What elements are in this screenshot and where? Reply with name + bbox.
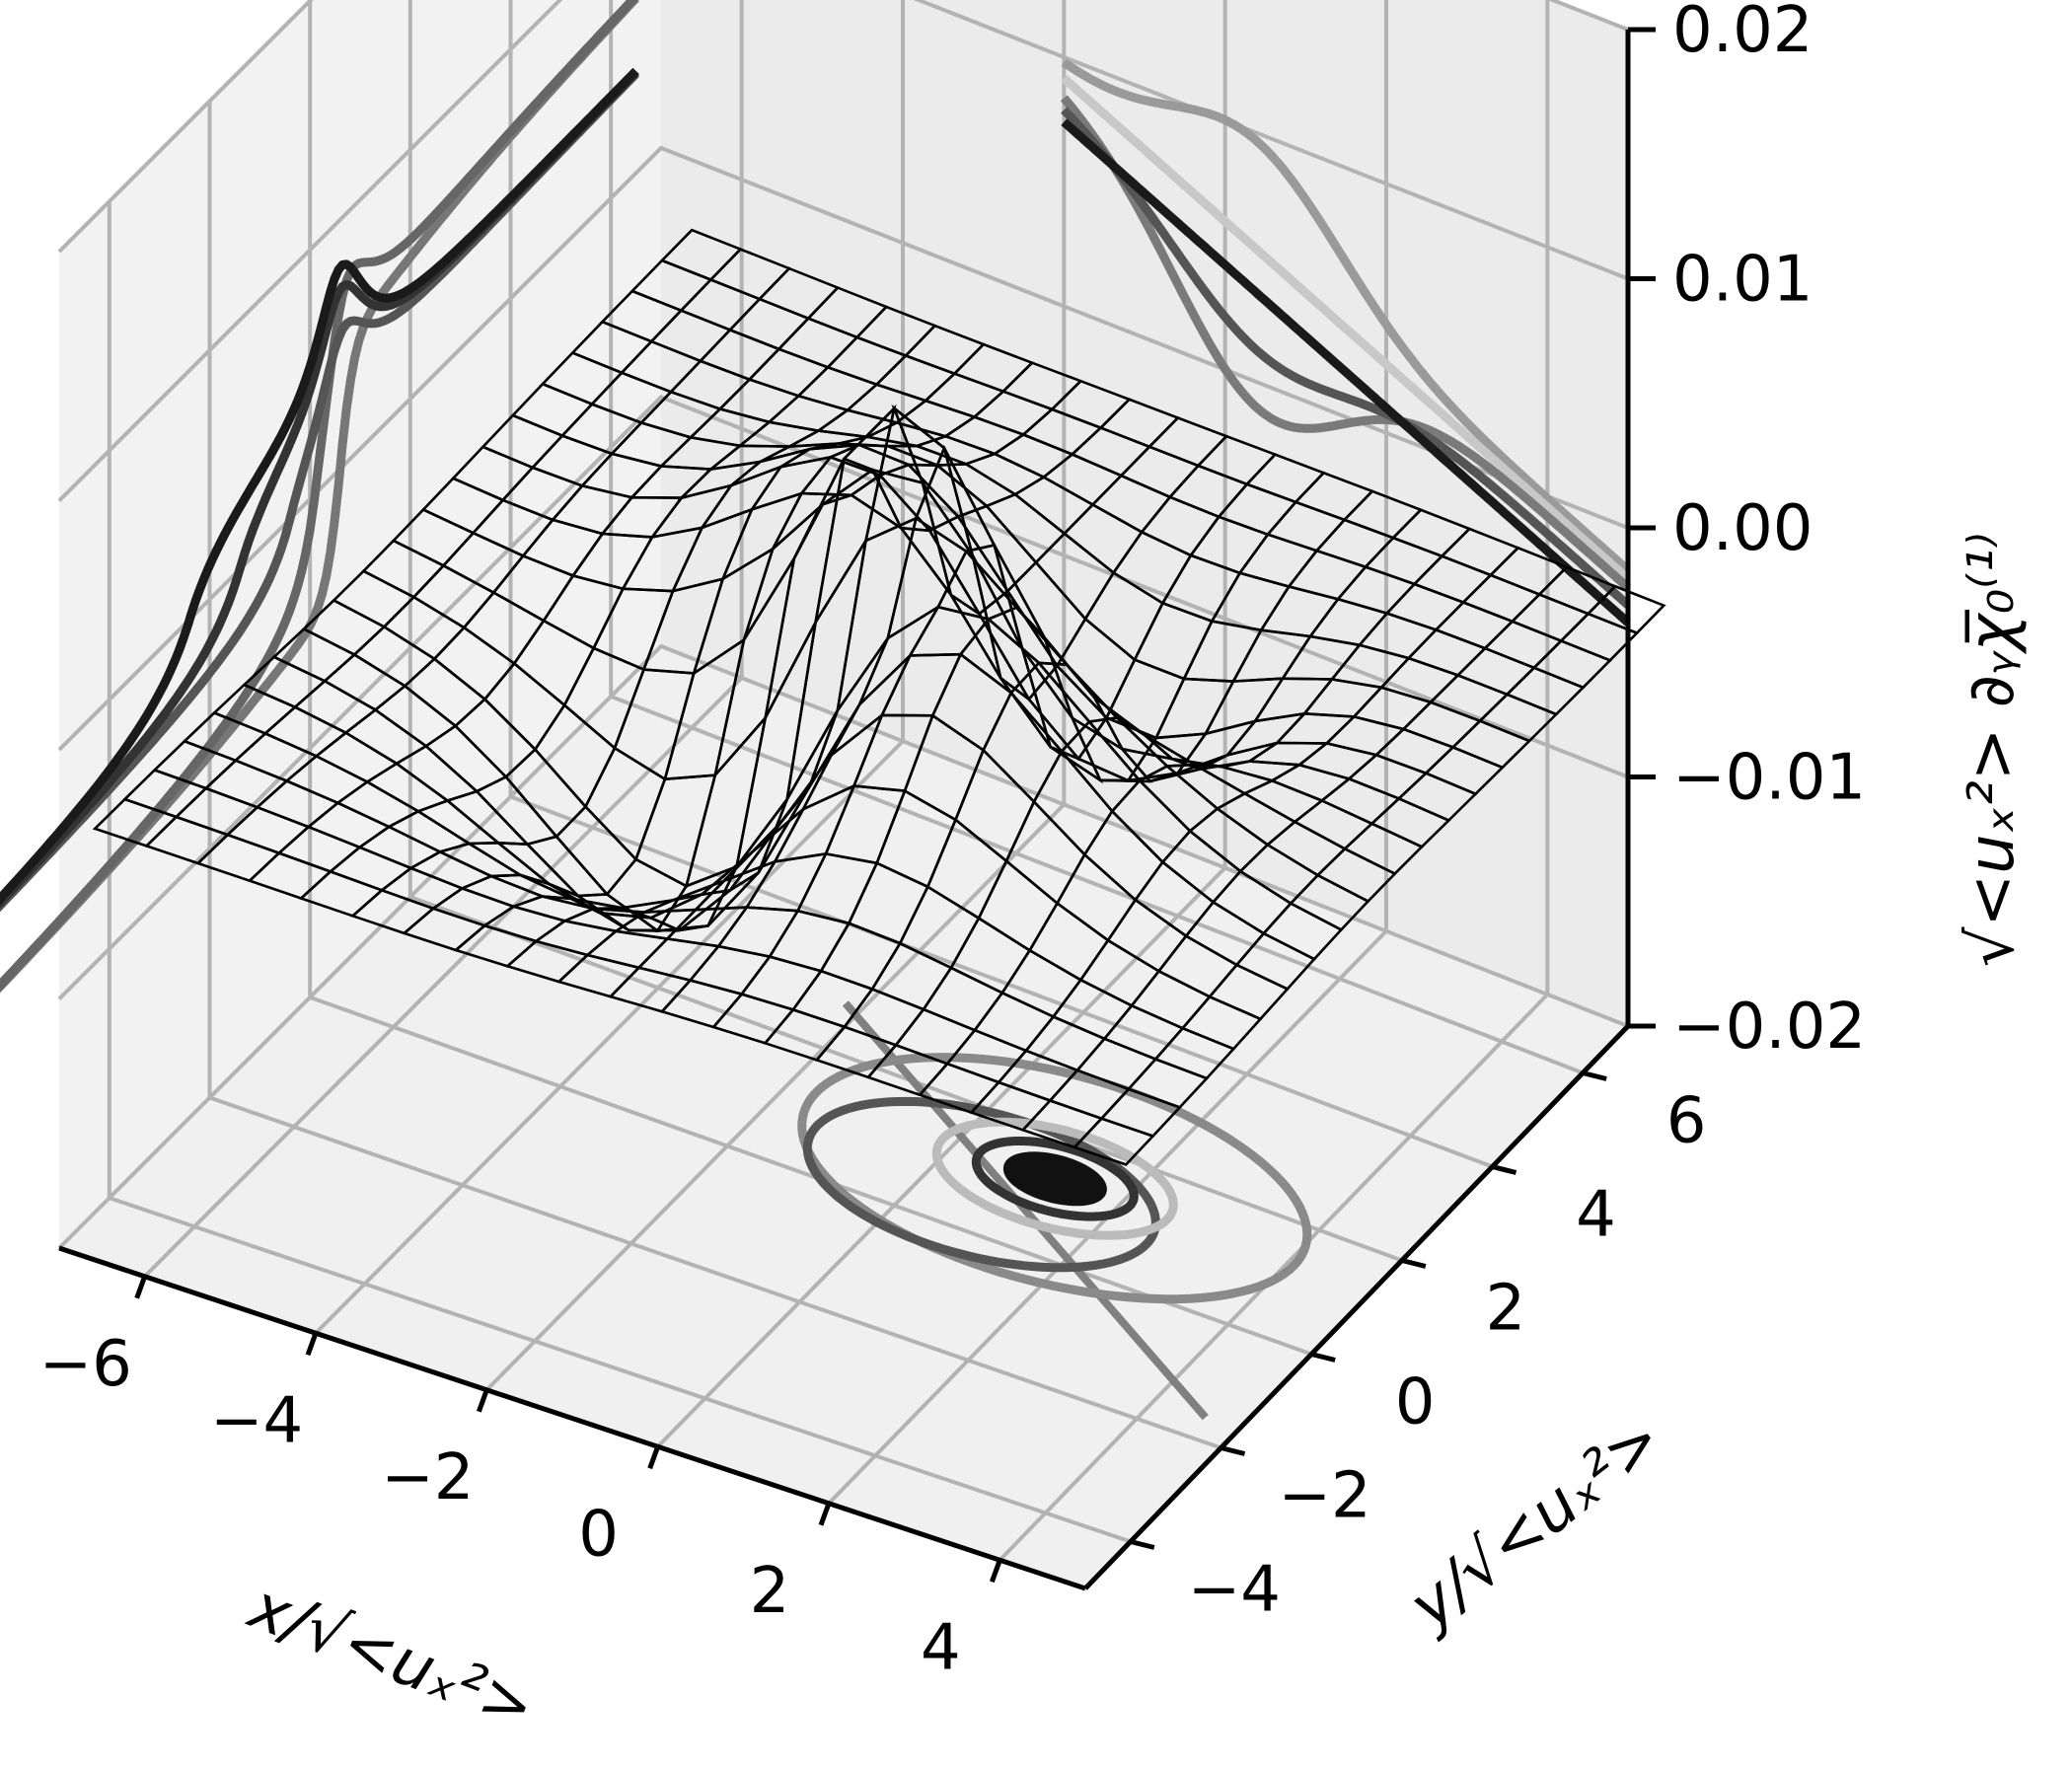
y-tick-mark: [1401, 1258, 1427, 1269]
wall-grid-z: [57, 145, 1629, 752]
floor-grid-x: [314, 739, 905, 1335]
y-projection-curve: [1061, 118, 1631, 627]
y-tick-label: 6: [1666, 1085, 1707, 1158]
surface-mesh: [92, 228, 1666, 1166]
x-tick-mark: [647, 1445, 661, 1470]
y-projection-curve: [1060, 95, 1631, 591]
x-wall-projections: [0, 0, 639, 994]
floor-grid-x: [656, 866, 1227, 1448]
wall-grid-z: [57, 395, 1629, 1000]
y-tick-label: 4: [1576, 1179, 1616, 1252]
z-tick-label: −0.01: [1672, 742, 1866, 815]
axes: [58, 27, 1656, 1591]
x-tick-mark: [989, 1559, 1002, 1584]
wall-grid-z: [57, 0, 1629, 254]
y-tick-label: −2: [1278, 1460, 1370, 1533]
x-tick-label: 4: [921, 1611, 961, 1684]
y-tick-label: −4: [1188, 1554, 1281, 1627]
z-tick-label: 0.01: [1672, 244, 1813, 317]
x-tick-mark: [305, 1332, 319, 1357]
x-axis-line: [58, 1245, 1086, 1591]
y-axis-label: y/√<uₓ²>: [1395, 1402, 1676, 1645]
z-tick-label: −0.02: [1672, 991, 1866, 1064]
y-projection-curve: [1061, 107, 1631, 609]
y-projection-curve: [1061, 75, 1631, 583]
floor-contours: [797, 1000, 1312, 1421]
x-tick-label: −4: [210, 1384, 303, 1457]
wall-grid-z: [57, 0, 1629, 502]
x-tick-mark: [476, 1388, 489, 1413]
x-tick-label: 2: [750, 1555, 790, 1628]
floor-grid-x: [484, 803, 1066, 1392]
floor-grid-x: [143, 676, 744, 1279]
floor-grid-y: [109, 1196, 1132, 1544]
x-tick-label: −2: [381, 1441, 474, 1514]
floor-grid-y: [610, 694, 1584, 1075]
x-tick-label: 0: [578, 1498, 619, 1571]
floor-contour: [797, 1053, 1312, 1304]
z-axis-label: √<uₓ²> ∂ᵧχ̅₀⁽¹⁾: [1956, 533, 2029, 968]
x-tick-label: −6: [38, 1328, 131, 1401]
wall-grid-z: [57, 643, 1629, 1250]
y-tick-mark: [1220, 1445, 1246, 1456]
y-tick-mark: [1491, 1164, 1517, 1175]
y-tick-label: 0: [1395, 1366, 1436, 1439]
x-projection-curve: [0, 67, 639, 906]
y-tick-label: 2: [1485, 1273, 1525, 1346]
x-tick-mark: [134, 1275, 148, 1299]
axis-panes: [59, 0, 1628, 1588]
floor-contour: [931, 1117, 1178, 1240]
floor-contour: [1002, 1151, 1107, 1207]
z-tick-label: 0.02: [1672, 0, 1813, 67]
surface-quad: [1072, 1117, 1155, 1166]
floor-contour: [971, 1137, 1139, 1221]
x-axis-label: x/√<uₓ²>: [238, 1570, 544, 1745]
y-projection-curve: [1061, 58, 1631, 574]
floor-grid-y: [208, 1095, 1222, 1450]
x-projection-curve: [0, 0, 639, 992]
floor-pane: [59, 646, 1628, 1588]
floor-center-line: [842, 1000, 1209, 1421]
floor-grid-y: [509, 794, 1494, 1169]
y-tick-mark: [1310, 1352, 1336, 1363]
z-tick-label: 0.00: [1672, 492, 1813, 565]
y-tick-mark: [1130, 1539, 1155, 1550]
y-axis-line: [1083, 1024, 1630, 1590]
x-tick-mark: [818, 1502, 832, 1526]
y-wall-projections: [1060, 58, 1631, 627]
y-tick-mark: [1582, 1070, 1607, 1081]
